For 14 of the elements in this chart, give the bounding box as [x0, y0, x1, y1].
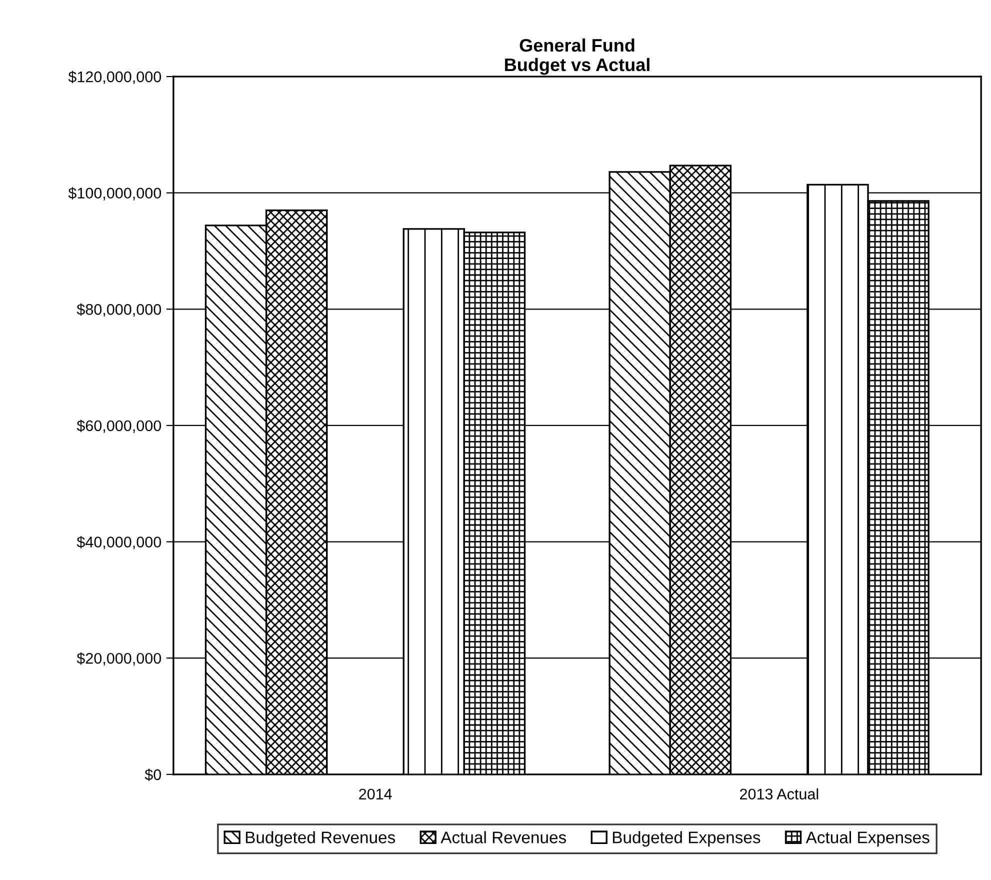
x-tick-label: 2013 Actual — [740, 788, 818, 800]
y-tick-label: $40,000,000 — [76, 536, 162, 550]
legend-label: Budgeted Revenues — [246, 831, 396, 847]
chart-title: General Fund Budget vs Actual — [505, 38, 650, 75]
x-tick-label: 2014 — [359, 788, 392, 800]
y-tick-label: $20,000,000 — [76, 652, 162, 666]
legend-label: Actual Revenues — [440, 831, 566, 844]
y-tick-label: $60,000,000 — [76, 420, 162, 433]
y-tick-label: $80,000,000 — [76, 303, 162, 317]
y-tick-label: $0 — [144, 768, 162, 781]
y-tick-label: $100,000,000 — [68, 187, 162, 200]
legend-label: Actual Expenses — [806, 831, 930, 847]
y-tick-label: $120,000,000 — [68, 70, 162, 84]
legend-label: Budgeted Expenses — [612, 831, 760, 847]
